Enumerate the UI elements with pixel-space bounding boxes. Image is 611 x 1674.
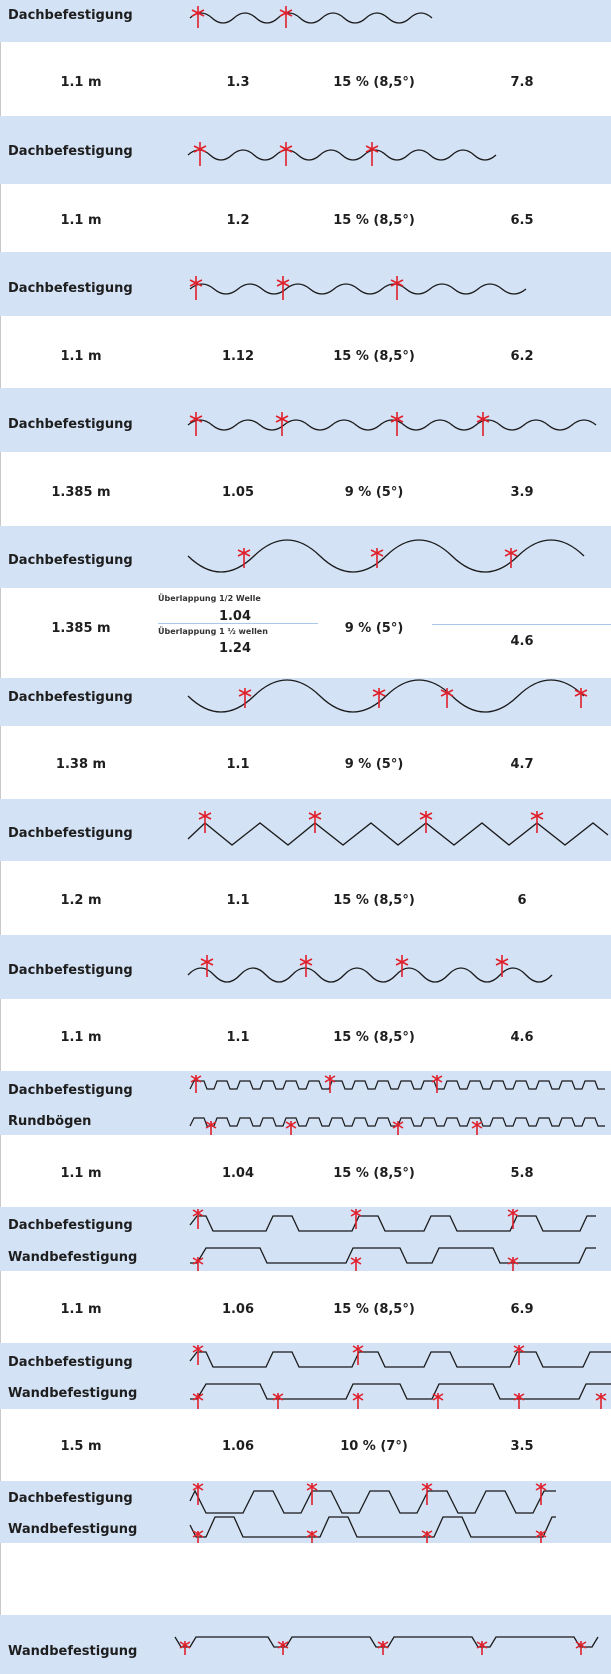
- profile-width: 1.38 m: [55, 757, 107, 772]
- mounting-label: Dachbefestigung: [8, 1218, 133, 1233]
- profile-weight: 6: [517, 893, 527, 908]
- mounting-label: Wandbefestigung: [8, 1386, 138, 1401]
- profile-factor: 1.2: [226, 213, 250, 228]
- profile-width: 1.1 m: [60, 213, 102, 228]
- mounting-band: [0, 1207, 611, 1271]
- wave-profile-drawing: [189, 276, 527, 300]
- mounting-band: [0, 1481, 611, 1543]
- mounting-band: [0, 116, 611, 184]
- roof-pitch: 15 % (8,5°): [333, 893, 415, 908]
- roof-pitch: 15 % (8,5°): [333, 1166, 415, 1181]
- roof-pitch: 9 % (5°): [344, 621, 404, 636]
- profile-width: 1.2 m: [60, 893, 102, 908]
- profile-factor: 1.1: [226, 893, 250, 908]
- mounting-band: [0, 526, 611, 588]
- mounting-label: Dachbefestigung: [8, 963, 133, 978]
- mounting-band: [0, 1615, 611, 1674]
- profile-width: 1.1 m: [60, 1302, 102, 1317]
- mounting-label: Rundbögen: [8, 1114, 92, 1129]
- profile-weight: 7.8: [510, 75, 534, 90]
- mounting-band: [0, 678, 611, 726]
- mounting-label: Dachbefestigung: [8, 1355, 133, 1370]
- mounting-band: [0, 252, 611, 316]
- ribbed-profile-drawing: [189, 1075, 605, 1135]
- profile-factor: 1.04: [221, 1166, 255, 1181]
- roof-pitch: 15 % (8,5°): [333, 349, 415, 364]
- roof-pitch: 15 % (8,5°): [333, 75, 415, 90]
- mounting-label: Wandbefestigung: [8, 1250, 138, 1265]
- wave-profile-drawing: [187, 142, 497, 166]
- wave-profile-drawing: [187, 679, 588, 713]
- wave-profile-drawing: [187, 539, 585, 573]
- profile-weight: 4.7: [510, 757, 534, 772]
- mounting-label: Dachbefestigung: [8, 1491, 133, 1506]
- profile-weight: 3.9: [510, 485, 534, 500]
- mounting-band: [0, 0, 611, 42]
- mounting-label: Dachbefestigung: [8, 8, 133, 23]
- mounting-label: Dachbefestigung: [8, 1083, 133, 1098]
- profile-factor: 1.06: [221, 1302, 255, 1317]
- divider: [158, 623, 318, 624]
- roof-pitch: 15 % (8,5°): [333, 1302, 415, 1317]
- wave-profile-drawing: [187, 412, 597, 436]
- mounting-label: Dachbefestigung: [8, 690, 133, 705]
- profile-factor: 1.12: [221, 349, 255, 364]
- profile-weight: 6.5: [510, 213, 534, 228]
- profile-weight: 4.6: [510, 634, 534, 649]
- mounting-label: Wandbefestigung: [8, 1644, 138, 1659]
- profile-width: 1.385 m: [51, 621, 111, 636]
- profile-width: 1.385 m: [51, 485, 111, 500]
- mounting-label: Wandbefestigung: [8, 1522, 138, 1537]
- profile-factor: 1.1: [226, 1030, 250, 1045]
- profile-width: 1.1 m: [60, 75, 102, 90]
- profile-width: 1.1 m: [60, 1166, 102, 1181]
- roof-pitch: 9 % (5°): [344, 757, 404, 772]
- divider: [432, 624, 611, 625]
- roof-pitch: 15 % (8,5°): [333, 213, 415, 228]
- profile-weight: 3.5: [510, 1439, 534, 1454]
- mounting-band: [0, 1071, 611, 1135]
- mounting-band: [0, 388, 611, 452]
- profile-weight: 6.9: [510, 1302, 534, 1317]
- wave-profile-drawing: [187, 955, 553, 983]
- profile-width: 1.1 m: [60, 1030, 102, 1045]
- profile-factor: 1.04: [218, 609, 252, 624]
- roof-pitch: 15 % (8,5°): [333, 1030, 415, 1045]
- mounting-band: [0, 1343, 611, 1409]
- overlap-note: Überlappung 1/2 Welle: [158, 594, 261, 603]
- profile-factor: 1.24: [218, 641, 252, 656]
- profile-width: 1.1 m: [60, 349, 102, 364]
- roof-pitch: 9 % (5°): [344, 485, 404, 500]
- overlap-note: Überlappung 1 ½ wellen: [158, 627, 268, 636]
- trapezoid-profile-drawing: [189, 1345, 611, 1409]
- trapezoid-profile-drawing: [174, 1636, 599, 1655]
- mounting-label: Dachbefestigung: [8, 281, 133, 296]
- trapezoid-profile-drawing: [189, 1483, 556, 1543]
- trapezoid-wave-drawing: [187, 811, 609, 846]
- wave-profile-drawing: [189, 6, 433, 28]
- mounting-label: Dachbefestigung: [8, 144, 133, 159]
- profile-weight: 5.8: [510, 1166, 534, 1181]
- mounting-label: Dachbefestigung: [8, 553, 133, 568]
- roof-pitch: 10 % (7°): [340, 1439, 408, 1454]
- profile-factor: 1.05: [221, 485, 255, 500]
- mounting-label: Dachbefestigung: [8, 417, 133, 432]
- profile-width: 1.5 m: [60, 1439, 102, 1454]
- mounting-label: Dachbefestigung: [8, 826, 133, 841]
- profile-factor: 1.1: [226, 757, 250, 772]
- profile-weight: 4.6: [510, 1030, 534, 1045]
- profile-factor: 1.06: [221, 1439, 255, 1454]
- profile-weight: 6.2: [510, 349, 534, 364]
- profile-factor: 1.3: [226, 75, 250, 90]
- trapezoid-profile-drawing: [189, 1209, 596, 1271]
